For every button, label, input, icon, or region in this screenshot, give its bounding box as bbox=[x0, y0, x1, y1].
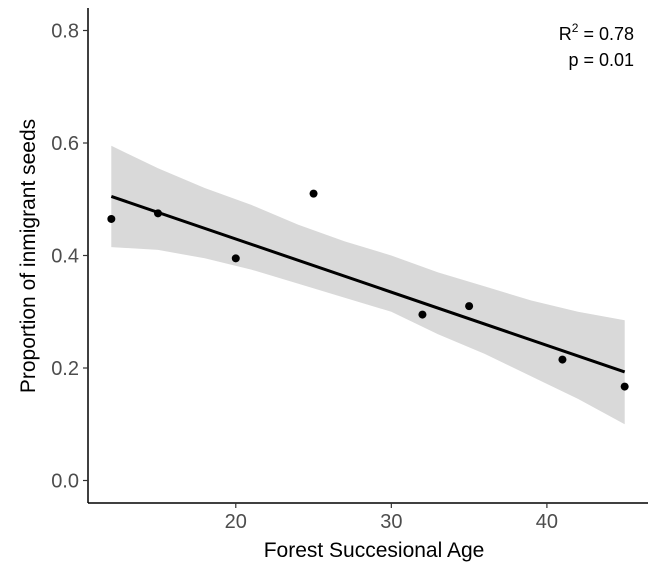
r-squared-superscript: 2 bbox=[572, 21, 579, 35]
y-tick-label: 0.4 bbox=[51, 246, 79, 268]
r-squared-base: R bbox=[559, 24, 572, 44]
y-axis-title: Proportion of inmigrant seeds bbox=[17, 119, 40, 393]
y-tick-label: 0.6 bbox=[51, 133, 79, 155]
data-points-layer bbox=[107, 189, 629, 391]
data-point bbox=[154, 209, 162, 218]
fit-line-layer bbox=[110, 195, 626, 374]
data-point bbox=[231, 254, 240, 263]
x-tick-label: 30 bbox=[380, 511, 402, 533]
y-tick-label: 0.8 bbox=[51, 21, 79, 43]
data-point bbox=[558, 355, 567, 364]
x-axis-title: Forest Succesional Age bbox=[264, 539, 485, 562]
y-tick-label: 0.2 bbox=[51, 358, 79, 380]
x-tick-label: 20 bbox=[225, 511, 247, 533]
r-squared-value: = 0.78 bbox=[578, 24, 634, 44]
r-squared-annotation: R2 = 0.78 bbox=[559, 21, 634, 44]
data-point bbox=[465, 302, 474, 311]
regression-line bbox=[110, 195, 626, 374]
data-point bbox=[620, 382, 629, 391]
x-tick-label: 40 bbox=[536, 511, 558, 533]
data-point bbox=[107, 214, 116, 223]
data-point bbox=[309, 189, 318, 198]
ticks-layer: 0.0 0.2 0.4 0.6 0.8 20 30 40 bbox=[51, 21, 558, 534]
p-value-annotation: p = 0.01 bbox=[568, 50, 634, 70]
data-point bbox=[418, 310, 427, 319]
y-tick-label: 0.0 bbox=[51, 471, 79, 493]
